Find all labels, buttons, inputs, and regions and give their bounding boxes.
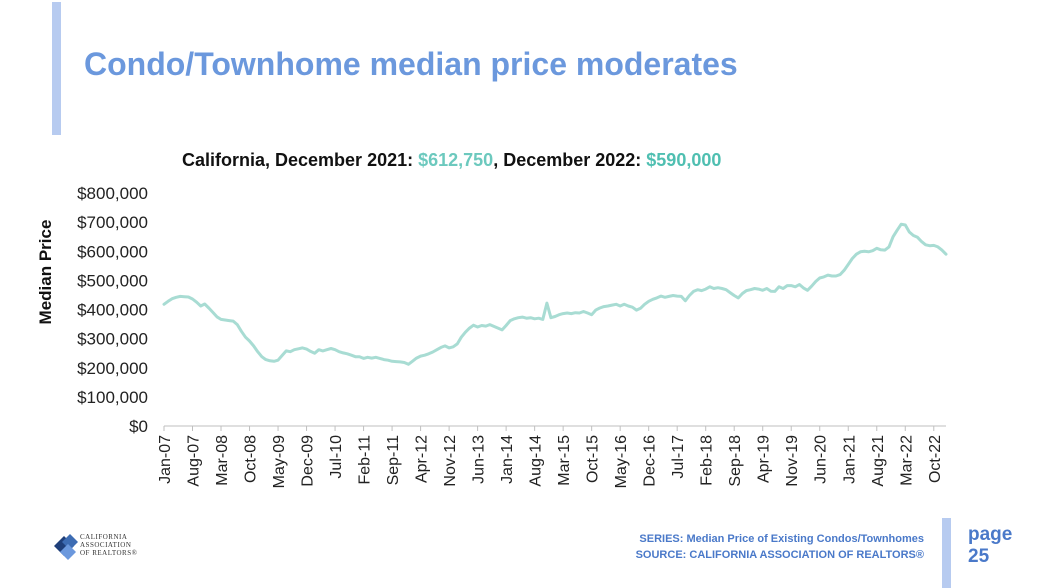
x-tick-label: Jan-21 [841,435,858,484]
y-tick-label: $700,000 [77,213,148,232]
footer-series: SERIES: Median Price of Existing Condos/… [639,533,924,545]
x-tick-label: Mar-22 [898,435,915,486]
page-accent-bar [942,518,951,588]
car-logo [54,534,78,560]
car-logo-icon [54,534,78,560]
x-tick-label: Jan-07 [157,435,174,484]
x-tick-label: Nov-19 [784,435,801,487]
x-tick-label: May-16 [613,435,630,488]
chart-subtitle: California, December 2021: $612,750, Dec… [182,150,721,171]
x-tick-label: Apr-19 [756,435,773,483]
title-accent-bar [52,2,61,135]
y-tick-label: $800,000 [77,184,148,203]
median-price-line [162,222,948,366]
x-tick-label: Jul-10 [328,435,345,479]
x-tick-label: Nov-12 [442,435,459,487]
x-tick-label: Oct-15 [585,435,602,483]
x-tick-label: Dec-16 [642,435,659,487]
subtitle-value-2022: $590,000 [646,150,722,170]
x-tick-label: Mar-08 [214,435,231,486]
page-title: Condo/Townhome median price moderates [84,46,738,82]
x-tick-label: Feb-11 [357,435,374,485]
x-tick-label: Aug-14 [528,435,545,487]
x-tick-label: Aug-21 [870,435,887,487]
y-tick-label: $500,000 [77,271,148,290]
y-tick-label: $0 [129,417,148,436]
x-tick-label: Jun-20 [813,435,830,484]
logo-text: CALIFORNIA ASSOCIATION OF REALTORS® [80,533,138,557]
x-tick-label: Jan-14 [499,435,516,484]
x-tick-label: Aug-07 [186,435,203,487]
x-tick-label: May-09 [271,435,288,488]
subtitle-prefix: California, December 2021: [182,150,419,170]
x-tick-label: Dec-09 [300,435,317,487]
x-tick-label: Sep-11 [385,435,402,486]
x-tick-label: Sep-18 [727,435,744,487]
y-tick-label: $400,000 [77,301,148,320]
page-number: 25 [968,546,990,567]
y-tick-label: $600,000 [77,242,148,261]
x-tick-label: Apr-12 [414,435,431,483]
subtitle-value-2021: $612,750 [418,150,494,170]
y-tick-label: $300,000 [77,330,148,349]
x-tick-label: Feb-18 [699,435,716,486]
x-tick-label: Oct-22 [927,435,944,483]
x-tick-label: Mar-15 [556,435,573,486]
y-tick-label: $100,000 [77,388,148,407]
subtitle-mid: , December 2022: [493,150,647,170]
footer-source: SOURCE: CALIFORNIA ASSOCIATION OF REALTO… [635,549,924,561]
x-tick-label: Jul-17 [670,435,687,479]
page-label: page [968,524,1013,545]
x-tick-label: Oct-08 [243,435,260,483]
x-tick-label: Jun-13 [471,435,488,484]
y-tick-label: $200,000 [77,359,148,378]
y-axis-label: Median Price [36,220,55,325]
